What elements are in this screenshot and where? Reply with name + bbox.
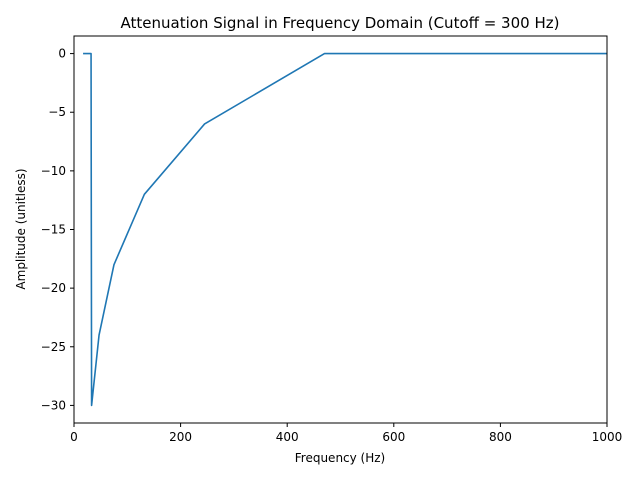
x-tick-label: 800 <box>489 430 512 444</box>
chart-title: Attenuation Signal in Frequency Domain (… <box>121 14 560 32</box>
y-tick-label: 0 <box>58 47 66 61</box>
x-tick-label: 0 <box>70 430 78 444</box>
series-layer <box>83 52 607 407</box>
y-tick-label: −15 <box>41 223 66 237</box>
x-axis-ticks: 0 200 400 600 800 1000 <box>70 423 622 444</box>
y-tick-label: −25 <box>41 340 66 354</box>
plot-frame <box>73 35 608 424</box>
y-axis-ticks: 0 −5 −10 −15 −20 −25 −30 <box>41 47 74 412</box>
x-axis-label: Frequency (Hz) <box>295 451 386 465</box>
x-tick-label: 600 <box>382 430 405 444</box>
y-tick-label: −10 <box>41 164 66 178</box>
y-axis-label: Amplitude (unitless) <box>14 168 28 289</box>
y-tick-label: −20 <box>41 281 66 295</box>
x-tick-label: 400 <box>276 430 299 444</box>
y-tick-label: −30 <box>41 398 66 412</box>
series-line <box>83 52 607 407</box>
x-tick-label: 200 <box>169 430 192 444</box>
y-tick-label: −5 <box>48 105 66 119</box>
x-tick-label: 1000 <box>592 430 623 444</box>
